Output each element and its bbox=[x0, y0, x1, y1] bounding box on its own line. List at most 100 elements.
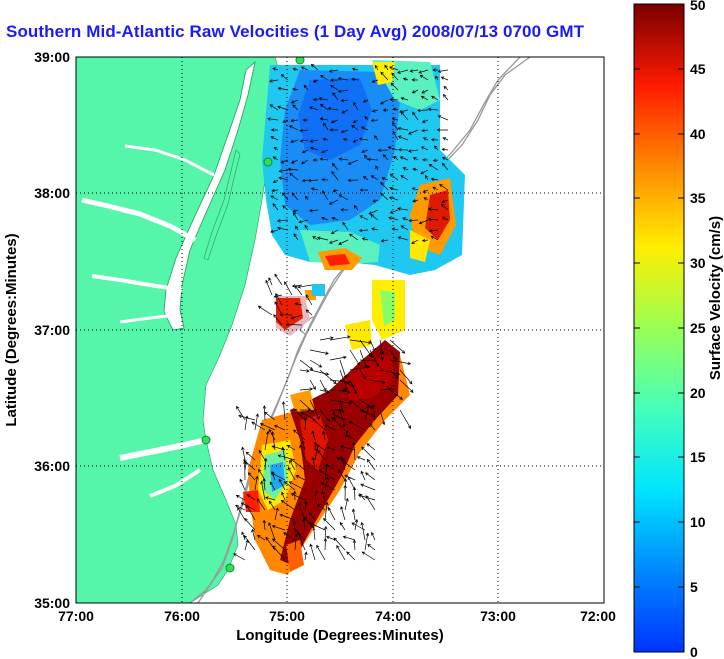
velocity-arrow bbox=[307, 178, 319, 183]
velocity-arrow bbox=[323, 538, 328, 551]
velocity-arrow bbox=[301, 440, 306, 451]
velocity-arrow bbox=[324, 424, 336, 431]
velocity-arrow bbox=[352, 139, 359, 143]
velocity-arrow bbox=[246, 494, 256, 501]
velocity-arrow bbox=[365, 495, 376, 511]
velocity-arrow bbox=[369, 379, 386, 385]
velocity-arrow bbox=[389, 359, 412, 366]
velocity-arrow bbox=[317, 504, 326, 511]
x-tick: 76:00 bbox=[164, 608, 200, 624]
velocity-arrow bbox=[270, 229, 279, 234]
velocity-arrow bbox=[279, 312, 293, 317]
velocity-arrow bbox=[233, 553, 246, 561]
velocity-arrow bbox=[389, 349, 397, 361]
velocity-arrow bbox=[270, 472, 286, 481]
velocity-arrow bbox=[400, 111, 409, 121]
velocity-arrow bbox=[278, 176, 289, 181]
velocity-arrow bbox=[361, 551, 376, 561]
velocity-arrow bbox=[409, 69, 419, 73]
velocity-arrow bbox=[308, 512, 316, 521]
velocity-arrow bbox=[328, 199, 339, 205]
velocity-arrow bbox=[268, 277, 273, 286]
velocity-arrow bbox=[235, 504, 246, 511]
velocity-arrow bbox=[347, 159, 359, 165]
velocity-arrow bbox=[245, 451, 256, 461]
velocity-arrow bbox=[371, 531, 376, 541]
velocity-arrow bbox=[329, 355, 347, 361]
velocity-arrow bbox=[397, 236, 409, 241]
velocity-arrow bbox=[269, 104, 279, 111]
velocity-arrow bbox=[294, 285, 303, 296]
velocity-arrow bbox=[359, 409, 376, 417]
velocity-arrow bbox=[299, 139, 309, 143]
velocity-arrow bbox=[412, 199, 419, 203]
velocity-arrow bbox=[263, 411, 276, 421]
x-tick-labels: 77:00 76:00 75:00 74:00 73:00 72:00 bbox=[58, 608, 616, 624]
velocity-arrow bbox=[361, 149, 369, 154]
velocity-arrow bbox=[312, 79, 319, 83]
velocity-arrow bbox=[440, 76, 449, 81]
velocity-arrow bbox=[319, 369, 337, 385]
colorbar-tick: 25 bbox=[690, 320, 706, 336]
velocity-arrow bbox=[359, 188, 369, 192]
velocity-arrow bbox=[312, 235, 319, 241]
velocity-arrow bbox=[392, 122, 399, 131]
colorbar-tick: 5 bbox=[690, 579, 698, 595]
velocity-arrow bbox=[310, 63, 319, 71]
velocity-arrow bbox=[314, 489, 318, 501]
velocity-arrow bbox=[319, 117, 329, 121]
velocity-arrow bbox=[327, 106, 339, 111]
velocity-arrow bbox=[340, 98, 349, 103]
velocity-arrow bbox=[398, 148, 409, 152]
velocity-arrow bbox=[340, 129, 349, 134]
velocity-arrow bbox=[420, 95, 429, 101]
velocity-arrow bbox=[311, 522, 316, 541]
velocity-arrow bbox=[297, 284, 313, 289]
velocity-arrow bbox=[434, 145, 439, 151]
velocity-arrow bbox=[274, 273, 283, 286]
velocity-arrow bbox=[389, 196, 399, 201]
velocity-arrow bbox=[365, 472, 376, 481]
velocity-arrow bbox=[412, 167, 419, 172]
velocity-arrow bbox=[339, 369, 348, 391]
velocity-arrow bbox=[348, 421, 366, 431]
radar-stations bbox=[201, 57, 305, 573]
velocity-arrow bbox=[432, 186, 439, 191]
velocity-arrow bbox=[319, 379, 327, 392]
velocity-arrow bbox=[323, 517, 336, 531]
velocity-arrow bbox=[318, 469, 336, 481]
velocity-arrow bbox=[370, 175, 379, 181]
velocity-arrow bbox=[321, 490, 326, 501]
velocity-arrow bbox=[326, 535, 336, 541]
velocity-arrow bbox=[304, 224, 309, 231]
velocity-arrow bbox=[268, 522, 276, 541]
x-tick: 77:00 bbox=[58, 608, 94, 624]
velocity-arrow bbox=[327, 507, 336, 521]
velocity-arrow bbox=[389, 389, 403, 400]
velocity-arrow bbox=[379, 339, 384, 355]
velocity-arrow bbox=[418, 69, 429, 74]
velocity-arrow bbox=[299, 399, 315, 414]
velocity-arrow bbox=[264, 430, 270, 451]
velocity-arrow bbox=[340, 456, 346, 471]
velocity-arrow bbox=[369, 423, 376, 431]
velocity-arrow bbox=[422, 158, 429, 162]
velocity-arrow bbox=[402, 167, 409, 171]
x-tick: 73:00 bbox=[480, 608, 516, 624]
colorbar bbox=[633, 3, 685, 653]
velocity-arrow bbox=[352, 119, 359, 123]
velocity-arrow bbox=[273, 146, 279, 151]
velocity-arrow bbox=[328, 69, 339, 73]
velocity-arrow bbox=[269, 79, 279, 83]
velocity-arrow bbox=[382, 108, 389, 112]
velocity-arrow bbox=[294, 529, 306, 541]
colorbar-tick: 45 bbox=[690, 61, 706, 77]
velocity-arrow bbox=[411, 78, 419, 82]
velocity-arrow bbox=[283, 532, 296, 541]
velocity-arrow bbox=[241, 446, 246, 461]
velocity-arrow bbox=[281, 491, 286, 501]
velocity-arrow bbox=[318, 97, 329, 101]
velocity-arrow bbox=[360, 483, 376, 491]
velocity-arrow bbox=[400, 225, 409, 231]
velocity-arrow bbox=[302, 118, 309, 122]
